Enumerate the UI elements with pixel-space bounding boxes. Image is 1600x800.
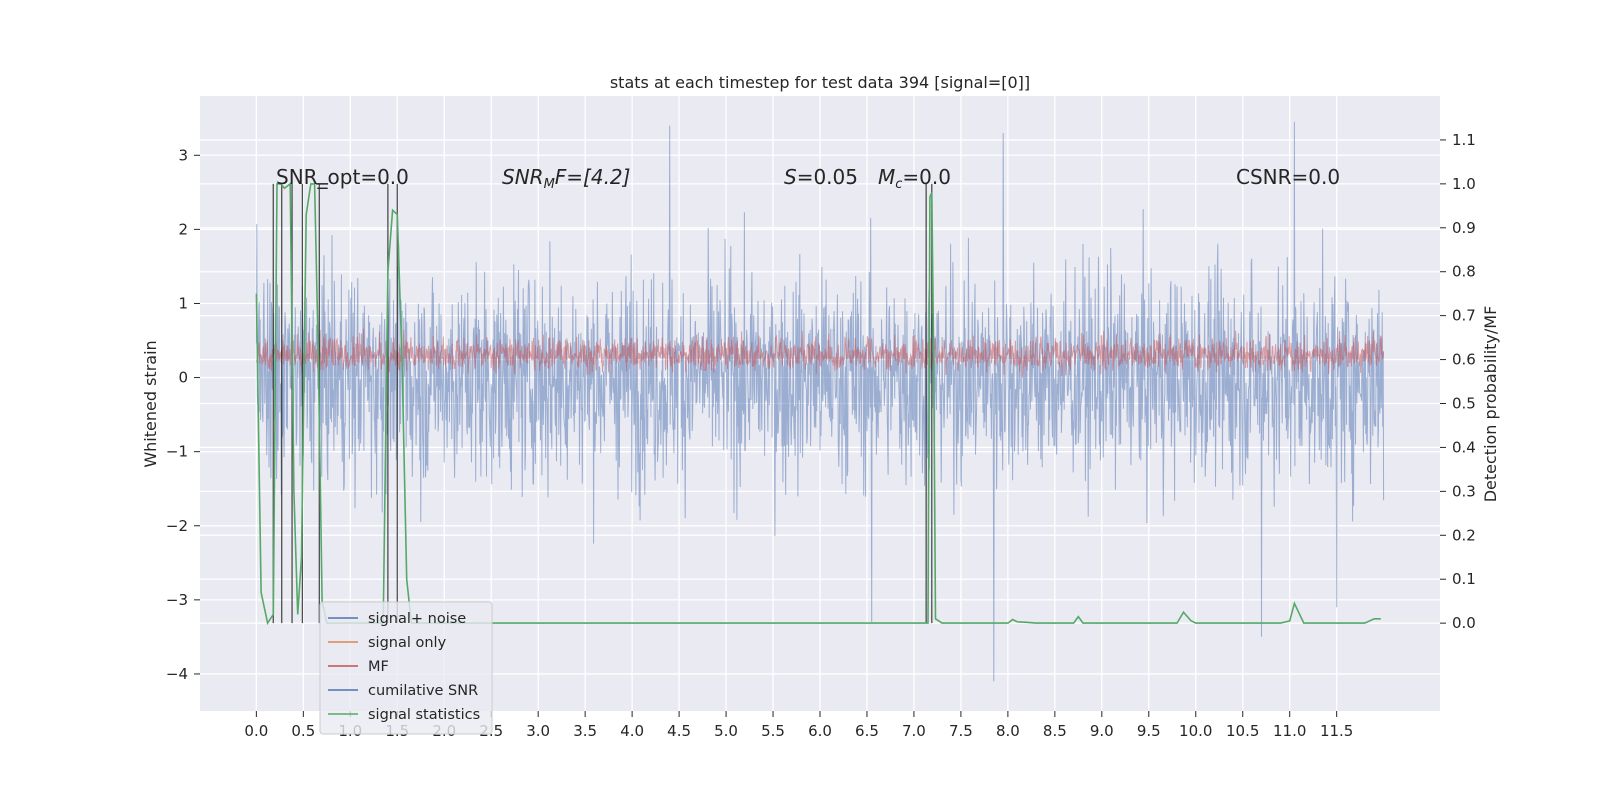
annotation-csnr: CSNR=0.0 bbox=[1236, 165, 1340, 189]
series-mf-line bbox=[255, 328, 1385, 378]
x-tick-label: 3.0 bbox=[526, 722, 550, 740]
y-right-tick-labels: 1.1 1.0 0.9 0.8 0.7 0.6 0.5 0.4 0.3 0.2 0.1 0.0 bbox=[1440, 131, 1476, 632]
y-tick-label: 3 bbox=[178, 146, 188, 164]
annotation-snr-mf-sub: M bbox=[544, 177, 555, 192]
series-layer bbox=[255, 121, 1385, 682]
annotation-snr-mf: SNRMF=[4.2] bbox=[502, 165, 630, 192]
y-right-tick-label: 0.0 bbox=[1452, 614, 1476, 632]
x-tick-label: 3.5 bbox=[573, 722, 597, 740]
chart-title: stats at each timestep for test data 394… bbox=[610, 73, 1030, 92]
x-tick-label: 0.5 bbox=[291, 722, 315, 740]
y-tick-label: 2 bbox=[178, 220, 188, 238]
x-tick-label: 4.0 bbox=[620, 722, 644, 740]
x-tick-label: 9.0 bbox=[1090, 722, 1114, 740]
y-right-tick-label: 0.4 bbox=[1452, 438, 1476, 456]
y-axis-label: Whitened strain bbox=[141, 340, 160, 467]
y-right-axis-label: Detection probability/MF bbox=[1481, 306, 1500, 503]
x-tick-label: 11.5 bbox=[1320, 722, 1353, 740]
annotation-snr-mf-rest: F=[4.2] bbox=[555, 165, 631, 189]
x-tick-label: 6.0 bbox=[808, 722, 832, 740]
y-tick-label: −2 bbox=[166, 517, 188, 535]
legend-label: signal+ noise bbox=[368, 611, 466, 627]
x-tick-label: 7.5 bbox=[949, 722, 973, 740]
annotation-mc-var: M bbox=[878, 165, 895, 189]
y-tick-label: 0 bbox=[178, 369, 188, 387]
annotation-s-val: =0.05 bbox=[797, 165, 858, 189]
y-right-tick-label: 0.6 bbox=[1452, 351, 1476, 369]
legend-box bbox=[319, 601, 493, 735]
y-right-tick-label: 0.5 bbox=[1452, 395, 1476, 413]
y-right-tick-label: 0.2 bbox=[1452, 526, 1476, 544]
legend-label: signal statistics bbox=[368, 707, 480, 723]
y-tick-label: −3 bbox=[166, 591, 188, 609]
x-tick-label: 6.5 bbox=[855, 722, 879, 740]
x-tick-label: 8.0 bbox=[996, 722, 1020, 740]
legend: signal+ noise signal only MF cumilative SNR… bbox=[319, 601, 493, 735]
annotation-mc-val: =0.0 bbox=[902, 165, 951, 189]
x-tick-label: 4.5 bbox=[667, 722, 691, 740]
x-tick-label: 11.0 bbox=[1273, 722, 1306, 740]
x-tick-label: 9.5 bbox=[1137, 722, 1161, 740]
annotation-mc-sub: c bbox=[895, 177, 902, 192]
legend-label: cumilative SNR bbox=[368, 683, 478, 699]
x-tick-label: 5.5 bbox=[761, 722, 785, 740]
annotation-mc: Mc=0.0 bbox=[878, 165, 951, 192]
y-right-tick-label: 0.9 bbox=[1452, 219, 1476, 237]
y-right-tick-label: 0.1 bbox=[1452, 570, 1476, 588]
x-tick-label: 10.0 bbox=[1179, 722, 1212, 740]
legend-label: signal only bbox=[368, 635, 447, 651]
y-tick-label: −4 bbox=[166, 665, 188, 683]
y-tick-labels: 3 2 1 0 −1 −2 −3 −4 bbox=[166, 146, 200, 683]
annotation-snr-mf-base: SNR bbox=[502, 165, 544, 189]
series-signal-statistics-line bbox=[255, 182, 1381, 626]
y-right-tick-label: 1.1 bbox=[1452, 131, 1476, 149]
annotation-s-var: S bbox=[784, 165, 797, 189]
series-signal-noise-line bbox=[255, 121, 1385, 682]
x-tick-label: 8.5 bbox=[1043, 722, 1067, 740]
annotation-snr-opt: SNR_opt=0.0 bbox=[276, 165, 409, 189]
y-right-tick-label: 1.0 bbox=[1452, 175, 1476, 193]
y-right-tick-label: 0.8 bbox=[1452, 263, 1476, 281]
x-tick-label: 5.0 bbox=[714, 722, 738, 740]
y-tick-label: −1 bbox=[166, 443, 188, 461]
x-tick-label: 10.5 bbox=[1226, 722, 1259, 740]
x-tick-label: 0.0 bbox=[244, 722, 268, 740]
x-tick-label: 7.0 bbox=[902, 722, 926, 740]
legend-label: MF bbox=[368, 659, 389, 675]
y-right-tick-label: 0.7 bbox=[1452, 307, 1476, 325]
annotation-s: S=0.05 bbox=[784, 165, 858, 189]
y-tick-label: 1 bbox=[178, 294, 188, 312]
y-right-tick-label: 0.3 bbox=[1452, 482, 1476, 500]
